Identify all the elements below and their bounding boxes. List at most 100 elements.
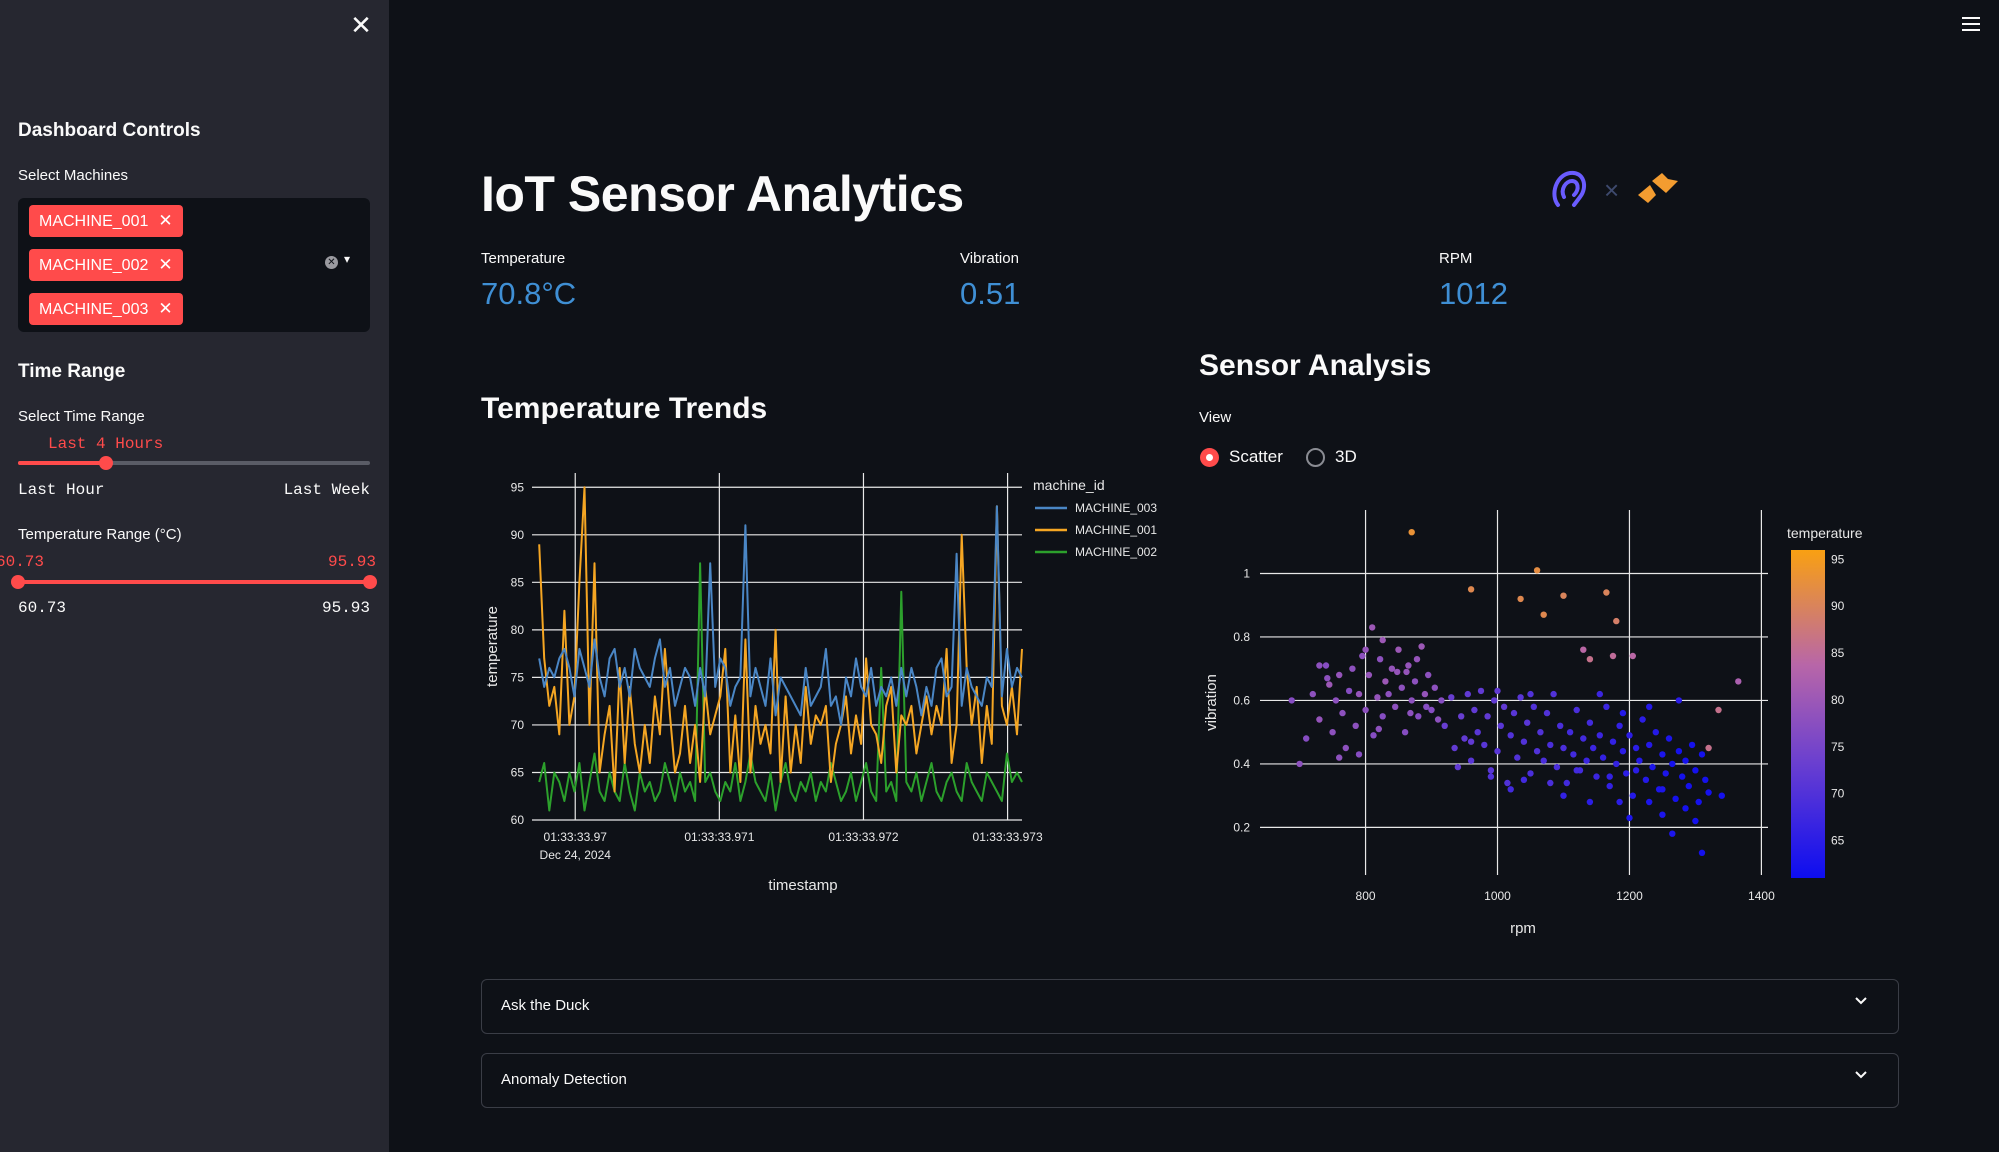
scatter-point[interactable] (1626, 814, 1633, 822)
scatter-point[interactable] (1692, 817, 1699, 825)
scatter-point[interactable] (1705, 789, 1712, 796)
scatter-point[interactable] (1355, 690, 1363, 698)
scatter-point[interactable] (1543, 709, 1551, 717)
scatter-point[interactable] (1448, 694, 1455, 701)
scatter-point[interactable] (1379, 636, 1386, 644)
scatter-point[interactable] (1626, 732, 1633, 739)
scatter-point[interactable] (1629, 652, 1636, 660)
scatter-point[interactable] (1487, 767, 1495, 774)
scatter-point[interactable] (1376, 656, 1384, 663)
scatter-point[interactable] (1458, 713, 1465, 720)
menu-icon[interactable] (1962, 16, 1982, 32)
dropdown-caret-icon[interactable]: ▾ (344, 252, 351, 266)
scatter-point[interactable] (1464, 690, 1471, 698)
scatter-point[interactable] (1408, 697, 1415, 704)
scatter-point[interactable] (1616, 722, 1623, 729)
legend-item[interactable]: MACHINE_002 (1075, 545, 1157, 559)
scatter-point[interactable] (1303, 735, 1310, 742)
scatter-point[interactable] (1705, 744, 1712, 752)
scatter-point[interactable] (1619, 748, 1627, 755)
scatter-point[interactable] (1527, 690, 1534, 698)
scatter-point[interactable] (1675, 748, 1683, 755)
scatter-point[interactable] (1603, 703, 1610, 710)
scatter-point[interactable] (1316, 662, 1323, 669)
scatter-point[interactable] (1339, 709, 1346, 717)
scatter-point[interactable] (1557, 722, 1564, 729)
scatter-point[interactable] (1659, 786, 1666, 793)
scatter-point[interactable] (1524, 719, 1531, 726)
scatter-point[interactable] (1629, 792, 1636, 799)
scatter-point[interactable] (1484, 713, 1491, 720)
scatter-point[interactable] (1520, 776, 1528, 783)
scatter-point[interactable] (1692, 767, 1699, 774)
scatter-point[interactable] (1467, 757, 1475, 764)
scatter-point[interactable] (1474, 729, 1481, 736)
remove-tag-icon[interactable]: ✕ (158, 299, 173, 318)
scatter-point[interactable] (1362, 646, 1369, 653)
remove-tag-icon[interactable]: ✕ (158, 211, 173, 230)
scatter-point[interactable] (1324, 675, 1331, 682)
scatter-point[interactable] (1379, 713, 1386, 720)
scatter-point[interactable] (1599, 754, 1607, 761)
scatter-point[interactable] (1370, 732, 1377, 739)
scatter-point[interactable] (1702, 776, 1709, 783)
scatter-point[interactable] (1698, 751, 1706, 758)
scatter-point[interactable] (1669, 760, 1676, 768)
scatter-point[interactable] (1504, 779, 1511, 787)
scatter-point[interactable] (1487, 773, 1495, 780)
scatter-point[interactable] (1405, 662, 1412, 669)
scatter-point[interactable] (1533, 748, 1541, 755)
scatter-point[interactable] (1375, 725, 1382, 733)
scatter-point[interactable] (1613, 760, 1620, 768)
scatter-point[interactable] (1374, 694, 1381, 701)
scatter-point[interactable] (1606, 782, 1613, 790)
scatter-point[interactable] (1365, 671, 1373, 679)
scatter-point[interactable] (1609, 652, 1617, 660)
scatter-point[interactable] (1322, 662, 1330, 669)
scatter-point[interactable] (1596, 690, 1603, 698)
scatter-point[interactable] (1619, 709, 1627, 717)
scatter-point[interactable] (1477, 687, 1485, 695)
scatter-point[interactable] (1461, 735, 1468, 742)
expander-ask-the-duck[interactable]: Ask the Duck (481, 979, 1899, 1034)
scatter-point[interactable] (1735, 678, 1742, 685)
scatter-point[interactable] (1623, 770, 1630, 777)
scatter-point[interactable] (1679, 773, 1686, 780)
time-range-handle[interactable] (99, 456, 113, 470)
scatter-point[interactable] (1415, 713, 1422, 720)
scatter-point[interactable] (1423, 703, 1430, 710)
scatter-point[interactable] (1715, 706, 1722, 714)
expander-anomaly-detection[interactable]: Anomaly Detection (481, 1053, 1899, 1108)
scatter-point[interactable] (1395, 646, 1402, 653)
scatter-point[interactable] (1352, 722, 1359, 729)
temp-range-low-handle[interactable] (11, 575, 25, 589)
scatter-point[interactable] (1329, 729, 1336, 736)
scatter-point[interactable] (1675, 697, 1683, 704)
scatter-point[interactable] (1510, 709, 1518, 717)
scatter-point[interactable] (1533, 567, 1541, 574)
scatter-point[interactable] (1418, 643, 1425, 650)
scatter-point[interactable] (1646, 798, 1653, 806)
scatter-point[interactable] (1431, 684, 1438, 691)
scatter-point[interactable] (1665, 735, 1673, 742)
scatter-point[interactable] (1355, 751, 1363, 758)
scatter-point[interactable] (1636, 757, 1643, 764)
scatter-point[interactable] (1583, 757, 1590, 764)
scatter-point[interactable] (1421, 690, 1429, 698)
scatter-point[interactable] (1388, 665, 1396, 672)
radio-3d[interactable]: 3D (1306, 447, 1357, 467)
scatter-point[interactable] (1573, 767, 1580, 774)
scatter-point[interactable] (1580, 735, 1587, 742)
scatter-point[interactable] (1336, 754, 1343, 761)
scatter-point[interactable] (1672, 795, 1679, 802)
machine-multiselect[interactable]: MACHINE_001 ✕ MACHINE_002 ✕ MACHINE_003 ✕ ✕… (18, 198, 370, 332)
scatter-point[interactable] (1413, 656, 1421, 663)
scatter-point[interactable] (1682, 757, 1689, 764)
scatter-point[interactable] (1362, 706, 1369, 714)
scatter-point[interactable] (1336, 671, 1343, 679)
scatter-point[interactable] (1695, 798, 1702, 806)
scatter-point[interactable] (1616, 798, 1623, 806)
scatter-point[interactable] (1642, 776, 1650, 783)
scatter-point[interactable] (1494, 687, 1501, 695)
line-chart-series[interactable] (538, 486, 1023, 812)
